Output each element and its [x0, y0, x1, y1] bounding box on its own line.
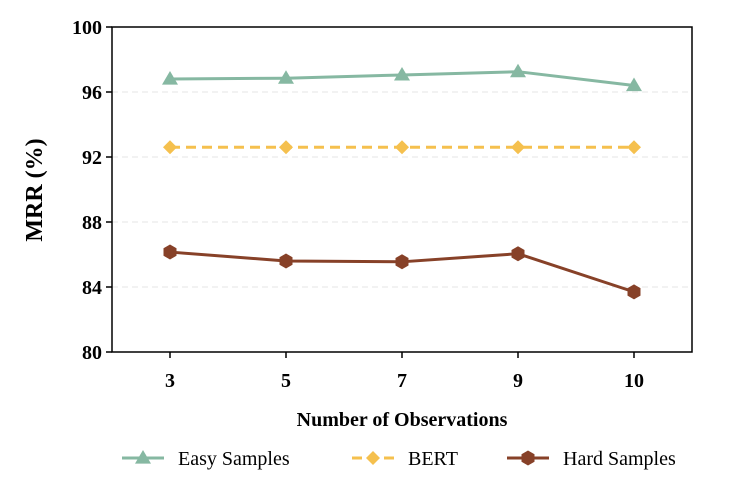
y-tick-label: 100 [72, 17, 102, 39]
data-point [278, 70, 294, 84]
data-point [626, 77, 642, 92]
x-tick-label: 5 [281, 370, 291, 392]
data-point [163, 140, 177, 155]
data-point [627, 140, 641, 155]
series-bert [163, 140, 641, 155]
legend-marker [135, 450, 151, 464]
legend-label: Hard Samples [563, 448, 676, 470]
data-point [394, 66, 410, 81]
data-point [163, 244, 177, 260]
series-group [162, 63, 642, 300]
x-tick-label: 10 [624, 370, 644, 392]
x-tick-label: 3 [165, 370, 175, 392]
data-point [279, 140, 293, 155]
y-tick-label: 88 [82, 212, 102, 234]
legend-marker [521, 450, 535, 466]
x-tick-label: 9 [513, 370, 523, 392]
data-point [510, 63, 526, 78]
series-hard-samples [163, 244, 641, 300]
x-tick-label: 7 [397, 370, 407, 392]
grid-lines [112, 91, 692, 288]
y-axis-title: MRR (%) [22, 138, 48, 241]
data-point [511, 246, 525, 262]
data-point [162, 71, 178, 85]
y-axis: 80 84 88 92 96 100 [72, 17, 112, 364]
data-point [395, 254, 409, 270]
legend-label: Easy Samples [178, 448, 290, 470]
legend: Easy Samples BERT Hard Samples [122, 448, 676, 470]
data-point [279, 253, 293, 269]
data-point [627, 284, 641, 300]
data-point [395, 140, 409, 155]
y-tick-label: 80 [82, 342, 102, 364]
y-tick-label: 84 [82, 277, 102, 299]
legend-label: BERT [408, 448, 458, 470]
x-axis-title: Number of Observations [297, 409, 508, 431]
y-tick-label: 92 [82, 147, 102, 169]
legend-item: Hard Samples [507, 448, 676, 470]
legend-item: BERT [352, 448, 458, 470]
legend-item: Easy Samples [122, 448, 290, 470]
x-axis: 3 5 7 9 10 [165, 352, 644, 392]
y-tick-label: 96 [82, 82, 102, 104]
legend-marker [366, 451, 380, 465]
series-easy-samples [162, 63, 642, 92]
data-point [511, 140, 525, 155]
